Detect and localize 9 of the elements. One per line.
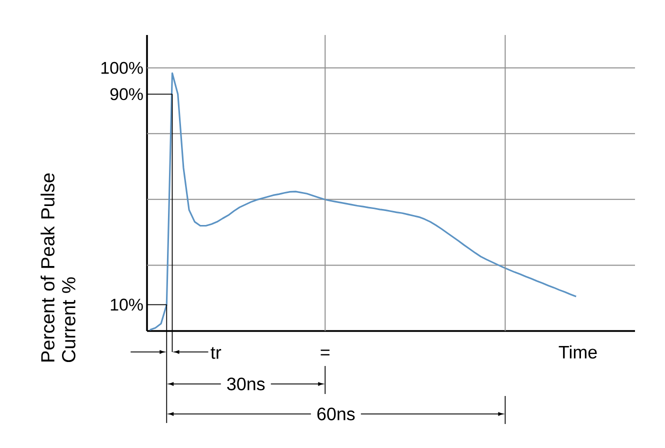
text: = xyxy=(320,350,330,356)
text: 30ns xyxy=(227,378,265,390)
y-tick-label: 90% xyxy=(110,88,143,100)
y-tick-label: 10% xyxy=(110,298,143,311)
y-tick-label: 100% xyxy=(101,62,143,74)
text: tr xyxy=(210,347,222,359)
x-axis-title: Time xyxy=(558,345,597,359)
text: 60ns xyxy=(317,408,355,420)
y-axis-title: Percent of Peak Pulse Current % xyxy=(40,173,76,362)
